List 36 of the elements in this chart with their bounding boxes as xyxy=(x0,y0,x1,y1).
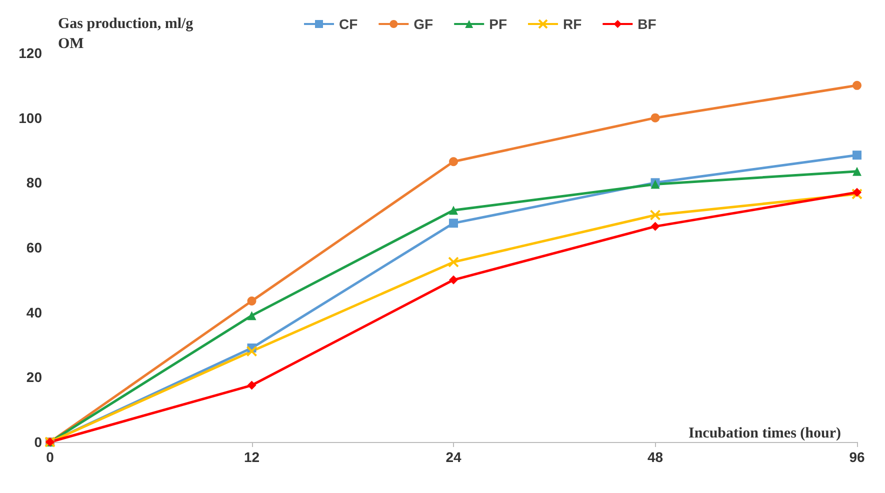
legend-label: CF xyxy=(339,16,358,32)
y-tick-label: 100 xyxy=(18,110,42,126)
x-tick-label: 12 xyxy=(244,449,260,465)
point xyxy=(852,150,862,160)
x-axis-title: Incubation times (hour) xyxy=(688,426,842,442)
y-tick-label: 0 xyxy=(34,434,42,450)
point xyxy=(246,346,258,357)
point xyxy=(449,275,458,284)
y-tick-label: 80 xyxy=(26,174,42,191)
point xyxy=(449,218,458,228)
y-tick-label: 60 xyxy=(26,240,42,256)
x-tick-label: 0 xyxy=(46,449,54,465)
point xyxy=(448,256,459,268)
point xyxy=(852,80,862,90)
point xyxy=(650,222,660,231)
point xyxy=(852,188,862,197)
point xyxy=(449,157,458,166)
point xyxy=(852,188,862,200)
y-axis-title: Gas production, ml/g OM xyxy=(58,16,197,52)
legend-label: GF xyxy=(414,16,434,32)
x-tick-label: 48 xyxy=(647,449,664,465)
point xyxy=(852,166,862,176)
point xyxy=(247,380,256,390)
y-tick-label: 120 xyxy=(18,45,42,61)
y-tick-label: 20 xyxy=(26,369,42,386)
x-tick-label: 24 xyxy=(446,449,462,465)
y-tick-label: 40 xyxy=(26,304,42,320)
x-tick-label: 96 xyxy=(849,449,865,465)
point xyxy=(449,206,458,215)
point xyxy=(247,311,256,320)
point xyxy=(247,296,256,306)
legend-label: BF xyxy=(638,16,657,32)
legend-label: PF xyxy=(489,16,508,32)
legend-label: RF xyxy=(562,16,582,32)
point xyxy=(650,210,661,221)
point xyxy=(650,113,660,122)
